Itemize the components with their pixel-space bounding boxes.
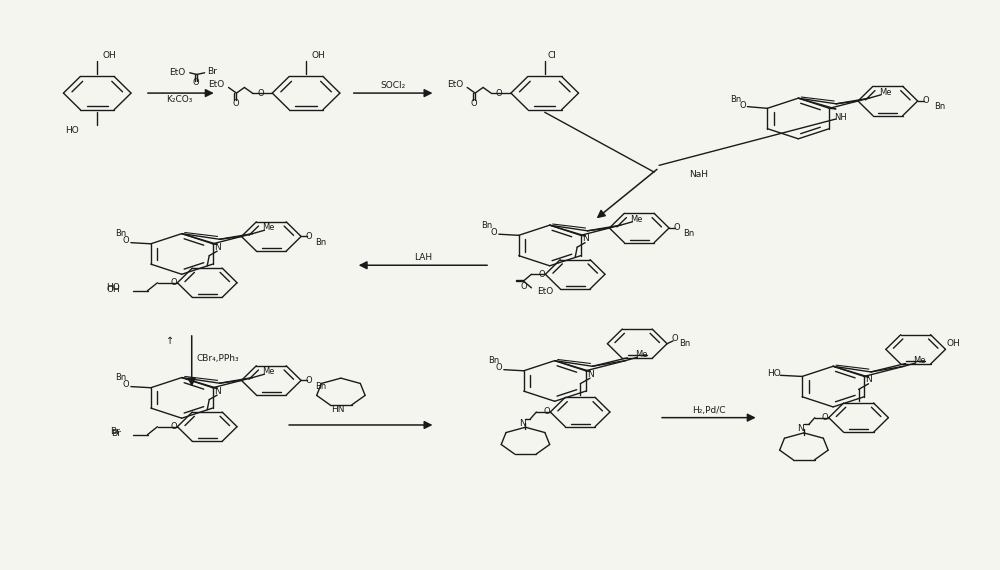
Text: O: O (170, 422, 177, 431)
Text: N: N (214, 243, 221, 252)
Text: ↑: ↑ (166, 336, 174, 347)
Text: OH: OH (102, 51, 116, 60)
Text: EtO: EtO (169, 68, 185, 77)
Text: O: O (471, 99, 477, 108)
Text: Me: Me (262, 368, 275, 376)
Text: HO: HO (767, 369, 781, 378)
Text: OH: OH (107, 285, 121, 294)
Text: O: O (674, 223, 680, 233)
Text: N: N (582, 234, 588, 243)
Text: N: N (798, 425, 804, 433)
Text: Bn: Bn (315, 238, 327, 247)
Text: Br: Br (111, 429, 121, 438)
Text: Cl: Cl (548, 51, 557, 60)
Text: Bn: Bn (115, 229, 127, 238)
Text: Bn: Bn (481, 221, 493, 230)
Text: Me: Me (635, 351, 648, 360)
Text: Bn: Bn (679, 339, 691, 348)
Text: EtO: EtO (537, 287, 554, 296)
Text: N: N (587, 370, 593, 378)
Text: O: O (232, 99, 239, 108)
Text: O: O (821, 413, 828, 422)
Text: H₂,Pd/C: H₂,Pd/C (692, 406, 726, 415)
Text: O: O (123, 380, 129, 389)
Text: EtO: EtO (208, 80, 225, 88)
Text: O: O (922, 96, 929, 105)
Text: Bn: Bn (683, 229, 695, 238)
Text: O: O (123, 237, 129, 246)
Text: Me: Me (630, 215, 643, 224)
Text: O: O (543, 408, 550, 417)
Text: Br: Br (207, 67, 217, 76)
Text: Bn: Bn (315, 381, 327, 390)
Text: K₂CO₃: K₂CO₃ (167, 95, 193, 104)
Text: EtO: EtO (447, 80, 463, 88)
Text: LAH: LAH (414, 254, 432, 262)
Text: N: N (519, 419, 526, 428)
Text: O: O (520, 282, 527, 291)
Text: HO: HO (66, 127, 79, 136)
Text: SOCl₂: SOCl₂ (380, 81, 405, 89)
Text: OH: OH (947, 339, 960, 348)
Text: Me: Me (914, 356, 926, 365)
Text: Bn: Bn (934, 102, 945, 111)
Text: Me: Me (262, 223, 275, 233)
Text: O: O (538, 270, 545, 279)
Text: N: N (214, 386, 221, 396)
Text: CBr₄,PPh₃: CBr₄,PPh₃ (197, 354, 239, 363)
Text: O: O (672, 333, 678, 343)
Text: O: O (193, 79, 200, 87)
Text: Bn: Bn (488, 356, 499, 365)
Text: Me: Me (879, 88, 891, 97)
Text: OH: OH (311, 51, 325, 60)
Text: O: O (306, 376, 312, 385)
Text: O: O (306, 232, 312, 241)
Text: HN: HN (331, 405, 345, 414)
Text: HO: HO (106, 283, 120, 292)
Text: NH: NH (834, 113, 847, 122)
Text: O: O (739, 101, 746, 110)
Text: Bn: Bn (730, 95, 741, 104)
Text: O: O (170, 278, 177, 287)
Text: O: O (257, 88, 264, 97)
Text: N: N (865, 375, 872, 384)
Text: Bn: Bn (115, 373, 127, 382)
Text: NaH: NaH (689, 170, 708, 180)
Text: O: O (496, 364, 502, 372)
Text: O: O (491, 228, 497, 237)
Text: O: O (496, 88, 502, 97)
Text: Br: Br (110, 428, 120, 436)
